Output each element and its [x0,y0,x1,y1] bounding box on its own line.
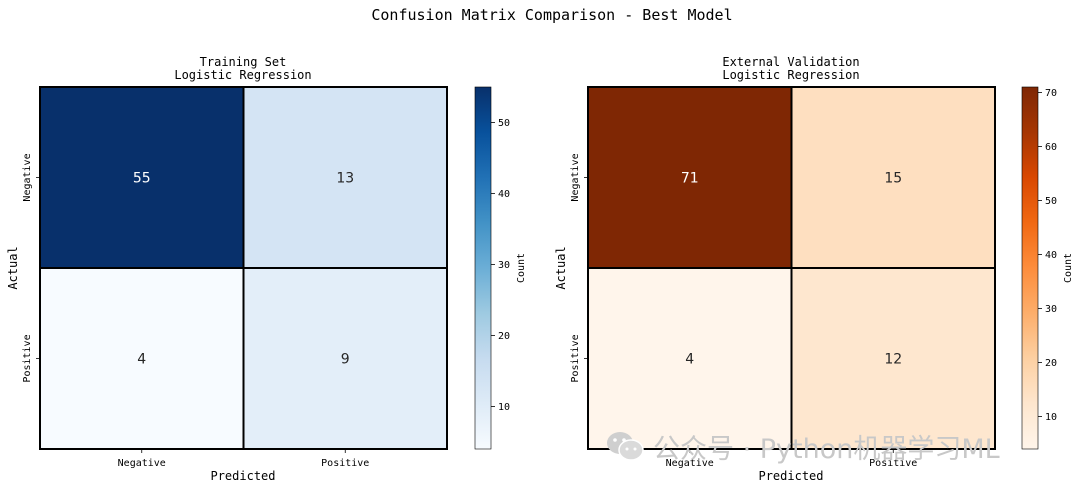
heatmap-frame [587,86,996,450]
cell-value-label: 55 [133,171,151,187]
external-validation-panel: External Validation Logistic Regression … [554,55,1074,483]
heatmap-cell-0-1 [242,86,448,269]
panel-subtitle: Logistic Regression [174,68,311,82]
x-tick-label: Positive [869,458,917,469]
watermark-text: 公众号 · Python机器学习ML [653,433,1000,465]
cell-value-label: 9 [341,352,350,368]
y-axis-label: Actual [554,246,568,289]
colorbar-tick-label: 30 [498,260,510,271]
cell-value-label: 71 [681,171,699,187]
x-tick-label: Negative [666,458,714,469]
cell-value-label: 15 [884,171,902,187]
colorbar-tick-label: 10 [1045,412,1057,423]
x-tick-label: Negative [118,458,166,469]
colorbar [474,86,492,450]
colorbar-tick-label: 40 [498,189,510,200]
panel-title: Training Set [200,55,287,69]
heatmap-cell-0-1 [790,86,996,269]
heatmap-cell-1-1 [242,267,448,450]
x-axis-label: Predicted [210,469,275,483]
y-tick-label: Negative [22,153,33,201]
colorbar-label: Count [1063,253,1074,283]
panel-title: External Validation [722,55,859,69]
heatmap-cell-0-0 [587,86,793,269]
training-set-panel: Training Set Logistic Regression 55 134 9 … [6,55,527,483]
colorbar-label: Count [516,253,527,283]
colorbar-tick-label: 40 [1045,250,1057,261]
wechat-icon [607,432,644,461]
colorbar-tick-label: 70 [1045,88,1057,99]
colorbar-tick-label: 20 [1045,358,1057,369]
heatmap-cell-0-0 [39,86,245,269]
cell-value-label: 12 [884,352,902,368]
cell-value-label: 4 [137,352,146,368]
x-tick-label: Positive [321,458,369,469]
y-tick-label: Positive [570,334,581,382]
panel-subtitle: Logistic Regression [722,68,859,82]
heatmap-cell-1-0 [587,267,793,450]
cell-value-label: 13 [336,171,354,187]
colorbar-tick-label: 30 [1045,304,1057,315]
y-axis-label: Actual [6,246,20,289]
y-tick-label: Positive [22,334,33,382]
colorbar-tick-label: 10 [498,402,510,413]
colorbar-tick-label: 60 [1045,142,1057,153]
cell-value-label: 4 [685,352,694,368]
y-tick-label: Negative [570,153,581,201]
x-axis-label: Predicted [758,469,823,483]
colorbar [1021,86,1039,450]
colorbar-tick-label: 50 [498,118,510,129]
watermark: 公众号 · Python机器学习ML [605,426,1000,466]
colorbar-tick-label: 20 [498,331,510,342]
figure-title: Confusion Matrix Comparison - Best Model [371,6,732,24]
colorbar-tick-label: 50 [1045,196,1057,207]
heatmap-frame [39,86,448,450]
heatmap-cell-1-0 [39,267,245,450]
